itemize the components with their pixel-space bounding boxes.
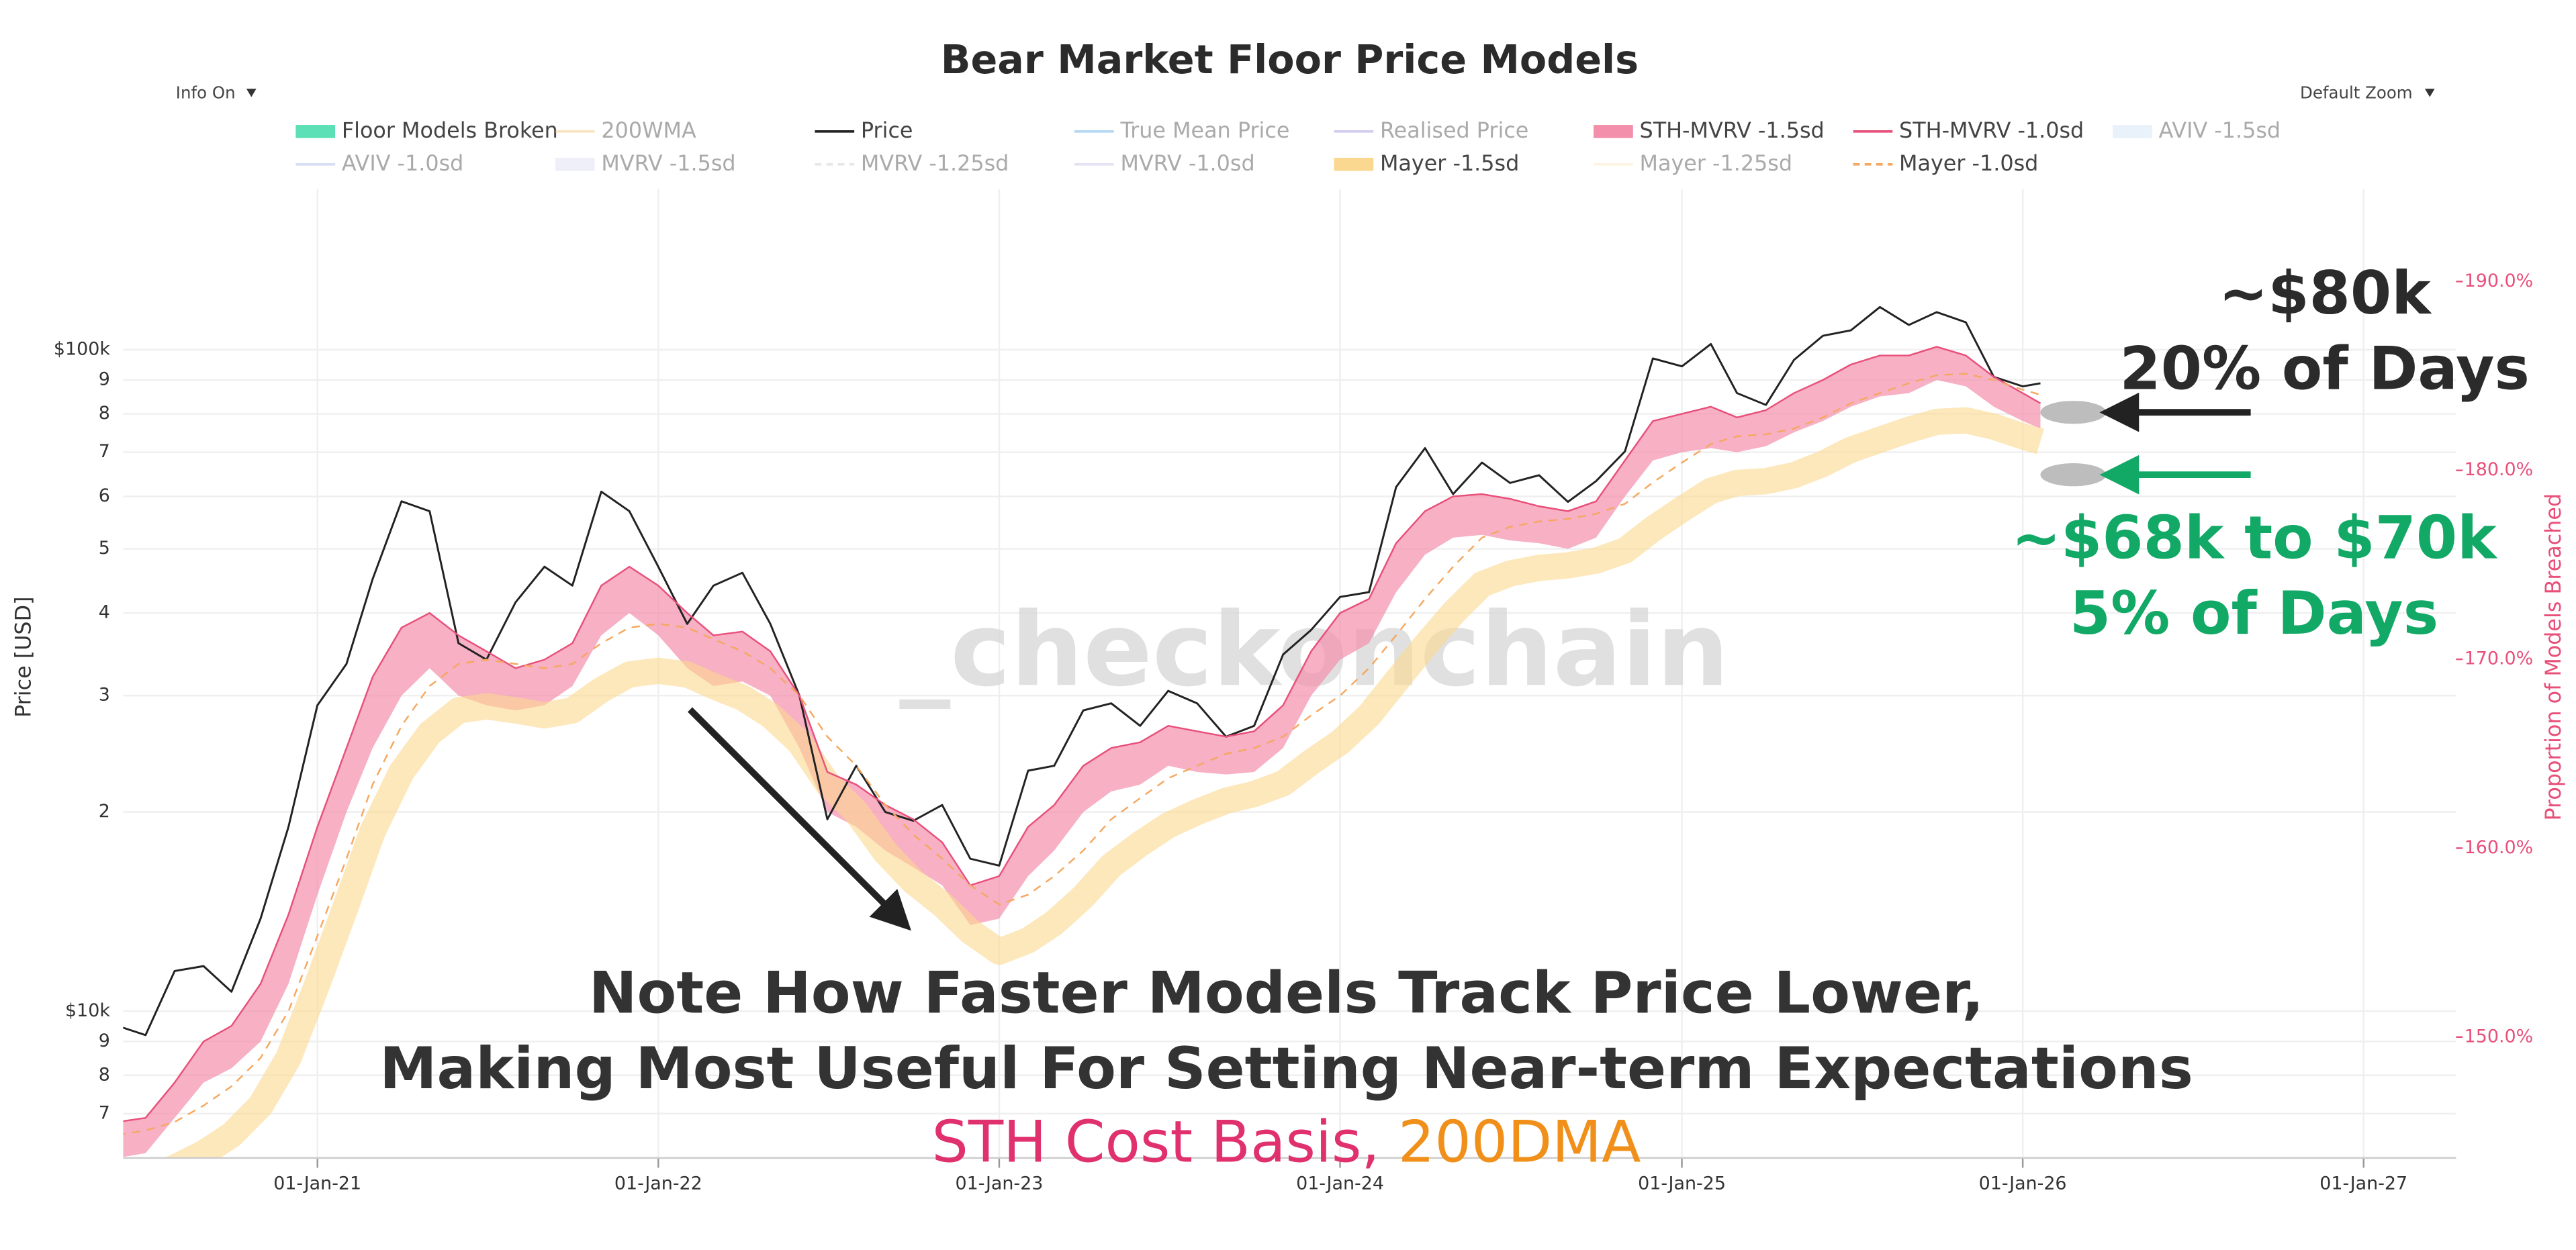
legend-swatch <box>1334 157 1374 171</box>
legend-item[interactable]: 200WMA <box>555 118 696 143</box>
y-tick-label: 7 <box>99 441 110 462</box>
annotation: 20% of Days <box>2119 334 2530 403</box>
legend-label: Floor Models Broken <box>342 118 558 143</box>
y-tick-label: 3 <box>99 685 110 706</box>
legend-swatch <box>1594 125 1633 138</box>
legend-label: Mayer -1.25sd <box>1640 151 1793 176</box>
annotation: 5% of Days <box>2070 579 2438 648</box>
arrow <box>688 707 911 931</box>
y-tick-label: 6 <box>99 485 110 506</box>
legend-item[interactable]: Mayer -1.25sd <box>1594 151 1792 176</box>
y2-tick-label: 150.0% <box>2465 1026 2534 1047</box>
y2-tick-label: 180.0% <box>2465 459 2534 480</box>
level-marker <box>2040 463 2107 487</box>
y2-tick-label: 170.0% <box>2465 648 2534 669</box>
y-tick-label: 9 <box>99 369 110 390</box>
x-tick-label: 01-Jan-26 <box>1979 1173 2067 1194</box>
y-tick-label: 7 <box>99 1102 110 1123</box>
x-tick-label: 01-Jan-27 <box>2319 1173 2407 1194</box>
legend-item[interactable]: STH-MVRV -1.0sd <box>1853 118 2084 143</box>
series-line <box>123 373 2041 1135</box>
legend-label: Mayer -1.5sd <box>1380 151 1519 176</box>
legend-label: 200WMA <box>601 118 696 143</box>
y-axis-label: Price [USD] <box>11 596 36 717</box>
series-line <box>123 346 2041 1122</box>
legend-item[interactable]: STH-MVRV -1.5sd <box>1594 118 1825 143</box>
axes: 7 8 9 $10k 2 3 4 5 6 7 8 9 $100k 150.0% 160.0% 170.0% 18… <box>54 271 2533 1194</box>
series-line <box>123 305 2041 1037</box>
legend-swatch <box>2113 125 2152 138</box>
legend-label: STH-MVRV -1.0sd <box>1899 118 2084 143</box>
plot-area <box>123 305 2044 1158</box>
y-tick-label: 8 <box>99 1064 110 1085</box>
legend-item[interactable]: AVIV -1.0sd <box>295 151 463 176</box>
y-tick-label: 9 <box>99 1030 110 1051</box>
legend-label: STH-MVRV -1.5sd <box>1640 118 1825 143</box>
y-tick-label: 4 <box>99 602 110 623</box>
annotation: STH Cost Basis, 200DMA <box>931 1110 1641 1176</box>
legend-item[interactable]: Realised Price <box>1334 118 1529 143</box>
x-tick-label: 01-Jan-23 <box>956 1173 1044 1194</box>
x-tick-label: 01-Jan-21 <box>273 1173 361 1194</box>
annotation: ~$80k <box>2219 258 2433 328</box>
legend-label: AVIV -1.0sd <box>342 151 464 176</box>
legend-label: Price <box>861 118 913 143</box>
y-tick-label: 8 <box>99 403 110 424</box>
legend-swatch <box>295 125 336 138</box>
zoom-control[interactable]: Default Zoom <box>2300 83 2435 103</box>
y-tick-label: $100k <box>54 338 110 359</box>
annotation: Note How Faster Models Track Price Lower… <box>589 961 1984 1027</box>
y2-tick-label: 160.0% <box>2465 837 2534 858</box>
y2-axis-label: Proportion of Models Breached <box>2541 493 2566 821</box>
x-tick-label: 01-Jan-22 <box>614 1173 702 1194</box>
legend-label: Mayer -1.0sd <box>1899 151 2038 176</box>
info-toggle[interactable]: Info On <box>176 83 236 103</box>
chart-title: Bear Market Floor Price Models <box>941 37 1639 83</box>
legend-label: MVRV -1.25sd <box>861 151 1009 176</box>
annotation: Making Most Useful For Setting Near-term… <box>379 1036 2193 1102</box>
legend-item[interactable]: Floor Models Broken <box>295 118 558 143</box>
band-line <box>163 407 2044 1158</box>
legend-label: Realised Price <box>1380 118 1528 143</box>
y2-tick-label: 190.0% <box>2465 271 2534 291</box>
legend-swatch <box>555 157 595 171</box>
legend-item[interactable]: MVRV -1.25sd <box>815 151 1009 176</box>
level-marker <box>2040 401 2107 424</box>
annotation-orange: 200DMA <box>1398 1110 1641 1176</box>
info-control[interactable]: Info On <box>176 83 257 103</box>
y-tick-label: $10k <box>65 1000 110 1021</box>
annotation: ~$68k to $70k <box>2011 503 2498 572</box>
legend-item[interactable]: Price <box>815 118 913 143</box>
y-tick-label: 2 <box>99 801 110 822</box>
legend-item[interactable]: MVRV -1.0sd <box>1074 151 1255 176</box>
legend-item[interactable]: Mayer -1.0sd <box>1853 151 2039 176</box>
x-tick-label: 01-Jan-24 <box>1296 1173 1384 1194</box>
legend-item[interactable]: True Mean Price <box>1074 118 1289 143</box>
legend-label: MVRV -1.5sd <box>601 151 735 176</box>
legend-item[interactable]: AVIV -1.5sd <box>2113 118 2281 143</box>
legend-label: True Mean Price <box>1119 118 1289 143</box>
dropdown-icon[interactable] <box>246 89 257 97</box>
annotation-pink: STH Cost Basis, <box>931 1110 1379 1176</box>
y-tick-label: 5 <box>99 538 110 559</box>
legend-item[interactable]: MVRV -1.5sd <box>555 151 736 176</box>
x-tick-label: 01-Jan-25 <box>1638 1173 1726 1194</box>
legend-label: MVRV -1.0sd <box>1120 151 1254 176</box>
legend-label: AVIV -1.5sd <box>2159 118 2281 143</box>
zoom-select[interactable]: Default Zoom <box>2300 83 2413 103</box>
dropdown-icon[interactable] <box>2424 89 2435 97</box>
legend: Floor Models Broken 200WMA Price True Mean … <box>295 118 2281 176</box>
legend-item[interactable]: Mayer -1.5sd <box>1334 151 1520 176</box>
